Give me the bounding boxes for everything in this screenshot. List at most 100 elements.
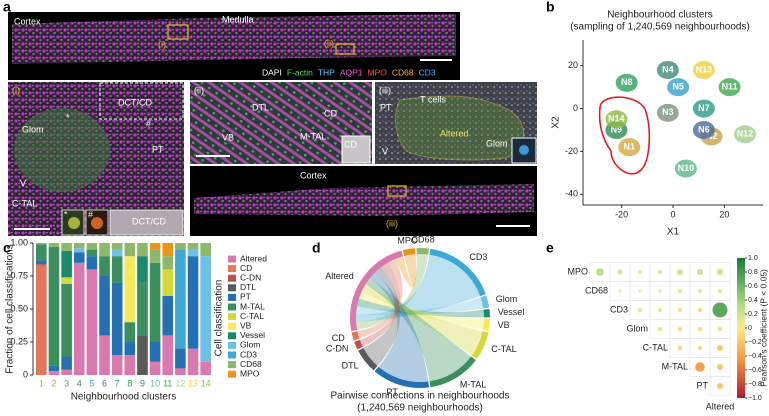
glom-region — [14, 108, 110, 192]
ribbon — [363, 266, 400, 366]
bar-segment — [99, 335, 110, 375]
ribbon — [359, 291, 484, 331]
legend-label: C-TAL — [240, 311, 264, 321]
correlation-dot — [637, 307, 643, 313]
legend-swatch — [228, 322, 236, 330]
bar-segment — [61, 277, 72, 284]
chord-arc — [416, 248, 429, 255]
panel-i-image: (i) DCT/CD Glom * # PT V C-TAL * # DCT/C… — [8, 82, 184, 236]
structure-label: Glom — [486, 138, 508, 148]
correlation-dot — [717, 383, 723, 389]
cluster-cloud — [656, 103, 679, 122]
chord-label: DTL — [342, 361, 359, 371]
cluster-label: N6 — [698, 124, 710, 134]
region-label: Medulla — [222, 14, 254, 24]
y-tick-label: 0 — [23, 369, 28, 379]
bar-segment — [137, 256, 148, 283]
ribbon — [357, 258, 403, 339]
correlation-dot — [697, 288, 703, 294]
dashed-region — [99, 82, 184, 120]
x-tick-label: 2 — [51, 378, 56, 388]
bar-segment — [111, 249, 123, 257]
ribbon — [357, 298, 484, 318]
x-tick-label: 3 — [64, 378, 69, 388]
chord-arc — [429, 356, 476, 388]
region-label: Cortex — [300, 170, 327, 180]
x-tick-label: 4 — [77, 378, 82, 388]
channel-name: MPO — [368, 67, 388, 77]
legend-label: CD — [240, 263, 252, 273]
cluster-label: N8 — [621, 77, 633, 87]
chord-label: VB — [498, 320, 510, 330]
inset-label: * — [64, 209, 68, 219]
chord-label: Glom — [496, 294, 518, 304]
cluster-cloud — [605, 110, 628, 129]
panel-letter: b — [546, 0, 555, 15]
bar-segment — [61, 283, 72, 357]
correlation-dot — [677, 288, 683, 294]
panel-letter: c — [3, 240, 11, 256]
x-tick-label: 8 — [127, 378, 132, 388]
bar-segment — [175, 348, 186, 369]
x-tick-label: -20 — [615, 209, 628, 219]
bar-segment — [99, 243, 110, 257]
bar-segment — [48, 243, 60, 247]
row-label: PT — [696, 380, 708, 390]
row-label: M-TAL — [662, 361, 688, 371]
cluster-cloud — [718, 78, 741, 97]
cluster-cloud — [734, 125, 756, 144]
structure-label: DTL — [252, 102, 269, 112]
colorbar-tick-label: −0.6 — [748, 367, 762, 374]
channel-legend: DAPI F-actin THP AQP1 MPO CD68 CD3 — [262, 67, 436, 77]
chord-arc — [429, 248, 486, 297]
channel-name: CD3 — [419, 67, 436, 77]
correlation-dot — [618, 289, 622, 293]
correlation-dot — [677, 326, 683, 332]
correlation-dot — [677, 345, 683, 351]
bar-segment — [61, 243, 72, 251]
y-tick-label: 0.75 — [10, 270, 28, 280]
legend-swatch — [228, 265, 236, 273]
structure-label: Glom — [22, 124, 44, 134]
chord-label: Altered — [325, 271, 354, 281]
legend-swatch — [228, 370, 236, 378]
chord-label: MPO — [397, 235, 418, 245]
bar-segment — [61, 250, 72, 278]
chord-arc — [402, 248, 416, 256]
chord-arc — [471, 331, 489, 360]
charts: Neighbourhood clusters(sampling of 1,240… — [5, 10, 769, 414]
x-tick-label: 12 — [175, 378, 185, 388]
bar-segment — [124, 256, 136, 323]
y-tick-label: -20 — [565, 146, 578, 156]
structure-label: M-TAL — [300, 131, 326, 141]
bar-segment — [36, 244, 47, 261]
correlation-dot — [657, 269, 663, 275]
colorbar-tick-label: −0.2 — [748, 339, 762, 346]
bar-segment — [137, 282, 148, 336]
inset-cell — [519, 145, 529, 155]
row-label: MPO — [567, 266, 588, 276]
structure-label: C-TAL — [12, 198, 37, 208]
row-label: CD3 — [610, 304, 628, 314]
region-label: Cortex — [14, 16, 41, 26]
y-tick-label: 20 — [568, 60, 578, 70]
colorbar-tick-label: −1.0 — [748, 395, 762, 402]
cluster-label: N4 — [662, 64, 674, 74]
cluster-label: N10 — [678, 163, 695, 173]
chart-subtitle: (sampling of 1,240,569 neighbourhoods) — [570, 22, 750, 33]
structure-label: V — [382, 146, 388, 156]
cluster-label: N5 — [672, 82, 684, 92]
panel-letter: e — [546, 240, 554, 256]
cluster-label: N13 — [696, 64, 713, 74]
legend-label: VB — [240, 320, 252, 330]
legend-label: Vessel — [240, 330, 265, 340]
chart-title: Pairwise connections in neighbourhoods — [330, 391, 509, 402]
chord-arc — [351, 331, 360, 341]
correlation-dot — [695, 362, 705, 372]
cluster-cloud — [692, 99, 715, 118]
bar-segment — [48, 371, 60, 375]
bar-segment — [73, 252, 85, 263]
structure-label: # — [146, 118, 151, 128]
ribbon — [370, 271, 429, 382]
bar-segment — [111, 355, 123, 375]
